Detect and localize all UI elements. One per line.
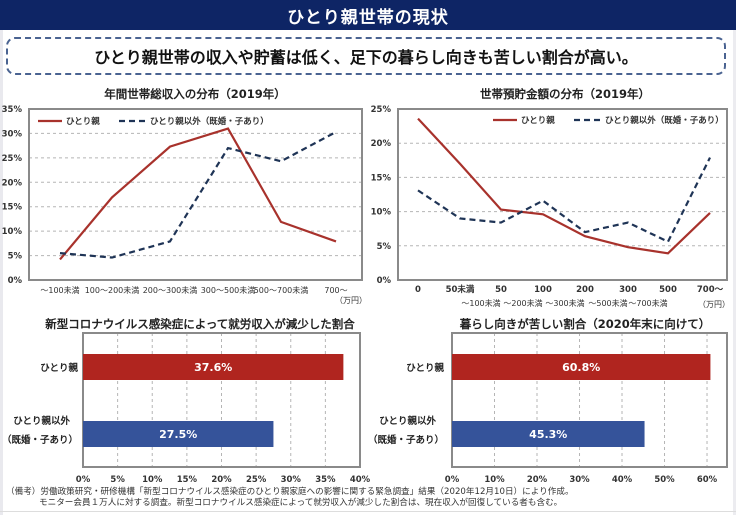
bar-value-label: 60.8% <box>562 361 600 374</box>
x-tick-label: 500～700未満 <box>254 285 309 295</box>
x-tick-label: 10% <box>142 475 163 485</box>
summary-text: ひとり親世帯の収入や貯蓄は低く、足下の暮らし向きも苦しい割合が高い。 <box>94 48 638 67</box>
x-tick-label: 50% <box>654 475 675 485</box>
series-line-others <box>417 157 711 244</box>
y-tick-label: 0% <box>8 276 23 286</box>
bottom-divider <box>0 511 736 512</box>
series-line-others <box>59 130 337 259</box>
x-tick-label: 35% <box>315 475 336 485</box>
bar-single-parent <box>452 354 711 380</box>
x-tick-label: 10% <box>484 475 505 485</box>
x-tick-label: 700～ <box>324 286 347 295</box>
y-tick-label: 10% <box>371 208 392 218</box>
page-header: ひとり親世帯の現状 <box>0 0 736 30</box>
page-edge-right <box>733 30 736 515</box>
x-tick-label: 200～300未満 <box>143 285 198 295</box>
x-tick-label: ～300未満 <box>545 298 584 308</box>
category-label: ひとり親 <box>406 362 444 374</box>
x-unit-label: （万円） <box>698 300 730 309</box>
x-tick-label: 50 <box>495 285 507 295</box>
x-tick-label: 0% <box>76 475 91 485</box>
hardship-chart-title: 暮らし向きが苦しい割合（2020年末に向けて） <box>459 317 711 331</box>
x-tick-label: 300～500未満 <box>201 285 256 295</box>
x-tick-label: 300 <box>619 285 637 295</box>
x-tick-label: 100～200未満 <box>85 285 140 295</box>
x-tick-label: 30% <box>569 475 590 485</box>
x-tick-label: 100 <box>534 285 552 295</box>
income-chart-title: 年間世帯総収入の分布（2019年） <box>104 87 286 101</box>
category-label: ひとり親 <box>40 362 78 374</box>
y-tick-label: 5% <box>8 252 23 262</box>
legend-label-single-parent: ひとり親 <box>66 116 100 127</box>
bar-value-label: 45.3% <box>529 428 567 441</box>
y-tick-label: 10% <box>2 227 23 237</box>
savings-chart-title: 世帯預貯金額の分布（2019年） <box>479 87 650 101</box>
x-tick-label: ～100未満 <box>40 285 79 295</box>
x-tick-label: 25% <box>246 475 267 485</box>
legend-label-others: ひとり親以外（既婚・子あり） <box>150 116 269 127</box>
x-tick-label: 0% <box>445 475 460 485</box>
x-tick-label: 500 <box>659 285 677 295</box>
x-tick-label: 20% <box>527 475 548 485</box>
y-tick-label: 25% <box>371 105 392 115</box>
x-tick-label: ～100未満 <box>461 298 500 308</box>
x-tick-label: ～700未満 <box>628 298 667 308</box>
page-edge-left <box>0 30 3 515</box>
x-tick-label: 30% <box>281 475 302 485</box>
x-tick-label: 700～ <box>697 285 724 295</box>
bar-others <box>83 421 274 447</box>
plot-frame <box>82 332 361 468</box>
category-label: ひとり親以外 <box>379 415 436 427</box>
y-tick-label: 15% <box>2 203 23 213</box>
category-label: ひとり親以外 <box>13 415 70 427</box>
x-tick-label: 5% <box>110 475 125 485</box>
page-title: ひとり親世帯の現状 <box>287 7 449 28</box>
x-tick-label: 50未満 <box>446 284 475 295</box>
y-tick-label: 5% <box>377 242 392 252</box>
series-line-single-parent <box>59 127 337 261</box>
x-tick-label: 0 <box>415 285 421 295</box>
bar-value-label: 27.5% <box>159 428 197 441</box>
x-tick-label: ～200未満 <box>503 298 542 308</box>
x-tick-label: 20% <box>211 475 232 485</box>
x-tick-label: 40% <box>612 475 633 485</box>
category-label: （既婚・子あり） <box>368 434 444 446</box>
legend-label-single-parent: ひとり親 <box>521 115 555 126</box>
x-tick-label: ～500未満 <box>588 298 627 308</box>
y-tick-label: 35% <box>2 105 23 115</box>
x-tick-label: 60% <box>697 475 718 485</box>
x-tick-label: 40% <box>350 475 371 485</box>
summary-box: ひとり親世帯の収入や貯蓄は低く、足下の暮らし向きも苦しい割合が高い。 <box>6 37 726 75</box>
x-tick-label: 15% <box>177 475 198 485</box>
series-line-single-parent <box>417 117 711 255</box>
footnote-line-2: モニター会員１万人に対する調査。新型コロナウイルス感染症によって就労収入が減少し… <box>39 497 563 508</box>
plot-frame <box>28 108 363 281</box>
covid-income-chart-title: 新型コロナウイルス感染症によって就労収入が減少した割合 <box>45 317 355 331</box>
x-tick-label: 200 <box>576 285 594 295</box>
legend-label-others: ひとり親以外（既婚・子あり） <box>605 115 724 126</box>
y-tick-label: 15% <box>371 173 392 183</box>
bar-value-label: 37.6% <box>194 361 232 374</box>
bar-single-parent <box>83 354 344 380</box>
category-label: （既婚・子あり） <box>2 434 78 446</box>
x-unit-label: （万円） <box>335 296 367 305</box>
plot-frame <box>397 108 728 281</box>
y-tick-label: 30% <box>2 129 23 139</box>
plot-frame <box>451 332 728 468</box>
footnote-line-1: （備考）労働政策研究・研修機構「新型コロナウイルス感染症のひとり親家庭への影響に… <box>6 487 574 497</box>
y-tick-label: 0% <box>377 276 392 286</box>
bar-others <box>452 421 645 447</box>
y-tick-label: 25% <box>2 154 23 164</box>
y-tick-label: 20% <box>371 139 392 149</box>
y-tick-label: 20% <box>2 178 23 188</box>
footnote: （備考）労働政策研究・研修機構「新型コロナウイルス感染症のひとり親家庭への影響に… <box>6 487 726 508</box>
